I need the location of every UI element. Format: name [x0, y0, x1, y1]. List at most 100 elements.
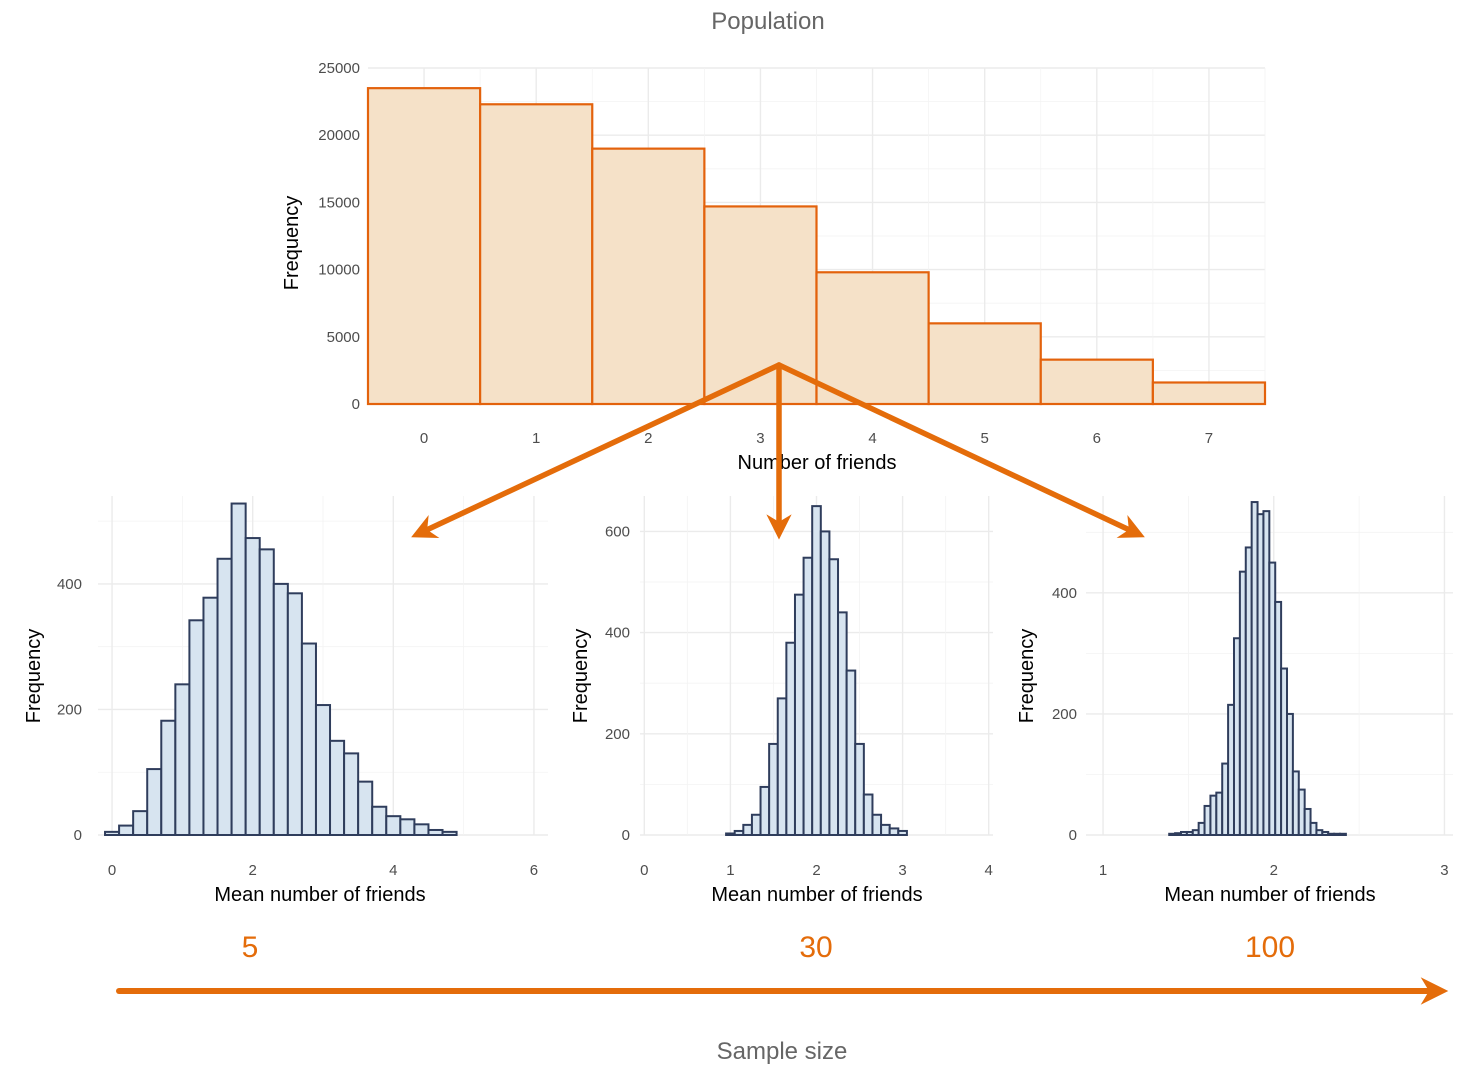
x-tick-label: 6 — [1093, 430, 1101, 447]
histogram-bar — [785, 641, 796, 836]
histogram-bar — [399, 818, 416, 836]
histogram-bar — [1039, 358, 1154, 406]
y-tick-label: 200 — [605, 726, 630, 743]
histogram-bar — [371, 805, 388, 836]
histogram-bar — [897, 829, 908, 836]
y-axis-label: Frequency — [281, 196, 303, 291]
x-tick-label: 3 — [898, 862, 906, 879]
histogram-bar — [118, 824, 135, 836]
sample-30-histogram: 0 200 400 600 0 1 2 3 4 Mean number of friends Fre… — [570, 496, 993, 906]
y-tick-label: 600 — [605, 523, 630, 540]
histogram-bar — [329, 739, 346, 836]
histogram-bar — [314, 704, 332, 836]
y-tick-label: 200 — [57, 701, 82, 718]
histogram-bar — [725, 832, 736, 837]
y-tick-label: 0 — [352, 396, 360, 413]
sample-100-histogram: 0 200 400 1 2 3 Mean number of friends Frequenc… — [1016, 496, 1453, 906]
x-tick-label: 1 — [726, 862, 734, 879]
histogram-bar — [845, 669, 857, 836]
x-tick-label: 1 — [1099, 862, 1107, 879]
histogram-bar — [146, 768, 163, 836]
y-tick-label: 400 — [1052, 585, 1077, 602]
y-tick-label: 15000 — [318, 194, 360, 211]
histogram-bar — [819, 530, 831, 836]
x-tick-label: 7 — [1205, 430, 1213, 447]
sample-size-label-5: 5 — [242, 931, 259, 964]
histogram-bar — [188, 619, 205, 836]
y-tick-label: 0 — [74, 827, 82, 844]
histogram-bar — [202, 596, 219, 837]
x-axis-label: Number of friends — [738, 452, 897, 474]
y-axis-label: Frequency — [1016, 629, 1038, 724]
histogram-bar — [733, 829, 745, 836]
x-tick-label: 1 — [532, 430, 540, 447]
population-title: Population — [711, 8, 824, 35]
x-tick-label: 3 — [1440, 862, 1448, 879]
y-tick-label: 0 — [622, 827, 630, 844]
sample-size-label-100: 100 — [1245, 931, 1295, 964]
histogram-bar — [104, 830, 121, 836]
sampling-arrows — [411, 362, 1145, 540]
histogram-bar — [750, 813, 762, 836]
histogram-bar — [272, 582, 289, 837]
histogram-bar — [1309, 821, 1318, 837]
histogram-bar — [427, 828, 444, 837]
histogram-bar — [357, 780, 374, 837]
histogram-bar — [837, 611, 848, 836]
x-tick-label: 0 — [420, 430, 428, 447]
histogram-bar — [230, 502, 247, 836]
histogram-bar — [216, 557, 233, 836]
y-axis-label: Frequency — [570, 629, 592, 724]
x-tick-label: 2 — [1270, 862, 1278, 879]
histogram-bar — [160, 719, 177, 836]
histogram-bar — [300, 642, 317, 836]
y-tick-label: 20000 — [318, 127, 360, 144]
bars — [725, 505, 908, 837]
histogram-bar — [802, 556, 814, 836]
sample-5-histogram: 0 200 400 0 2 4 6 Mean number of friends Frequen… — [23, 496, 548, 906]
histogram-bar — [880, 823, 891, 837]
bars — [104, 502, 458, 837]
y-tick-label: 0 — [1069, 827, 1077, 844]
x-tick-label: 3 — [756, 430, 764, 447]
y-axis-label: Frequency — [23, 629, 45, 724]
histogram-bar — [174, 683, 191, 836]
histogram-bar — [591, 147, 706, 406]
histogram-bar — [815, 271, 930, 406]
histogram-bar — [768, 742, 779, 836]
x-tick-label: 2 — [249, 862, 257, 879]
x-tick-label: 4 — [389, 862, 397, 879]
histogram-bar — [811, 505, 822, 836]
sampling-arrow-right — [776, 362, 1145, 538]
histogram-bar — [343, 752, 360, 837]
histogram-bar — [793, 593, 805, 836]
histogram-bar — [888, 827, 900, 836]
histogram-bar — [927, 322, 1042, 406]
histogram-bar — [244, 537, 261, 836]
y-tick-label: 25000 — [318, 60, 360, 77]
x-tick-label: 2 — [812, 862, 820, 879]
sampling-arrow-left — [411, 362, 782, 538]
population-histogram: 0 5000 10000 15000 20000 25000 0 1 2 3 4 5 6 7 Number … — [281, 60, 1267, 474]
x-tick-label: 4 — [868, 430, 876, 447]
histogram-bar — [828, 558, 840, 836]
histogram-bar — [441, 830, 458, 836]
x-tick-label: 2 — [644, 430, 652, 447]
y-tick-label: 200 — [1052, 706, 1077, 723]
bars — [1168, 501, 1347, 837]
x-tick-label: 0 — [640, 862, 648, 879]
histogram-bar — [413, 823, 430, 836]
histogram-bar — [759, 785, 771, 837]
histogram-bar — [132, 810, 149, 837]
x-tick-label: 5 — [981, 430, 989, 447]
histogram-bar — [286, 592, 303, 836]
y-tick-label: 10000 — [318, 262, 360, 279]
x-axis-label: Mean number of friends — [214, 884, 425, 906]
x-tick-label: 6 — [530, 862, 538, 879]
histogram-bar — [871, 813, 883, 836]
x-axis-label: Mean number of friends — [1164, 884, 1375, 906]
histogram-bar — [776, 697, 788, 836]
histogram-bar — [742, 823, 753, 837]
x-axis-label: Mean number of friends — [711, 884, 922, 906]
